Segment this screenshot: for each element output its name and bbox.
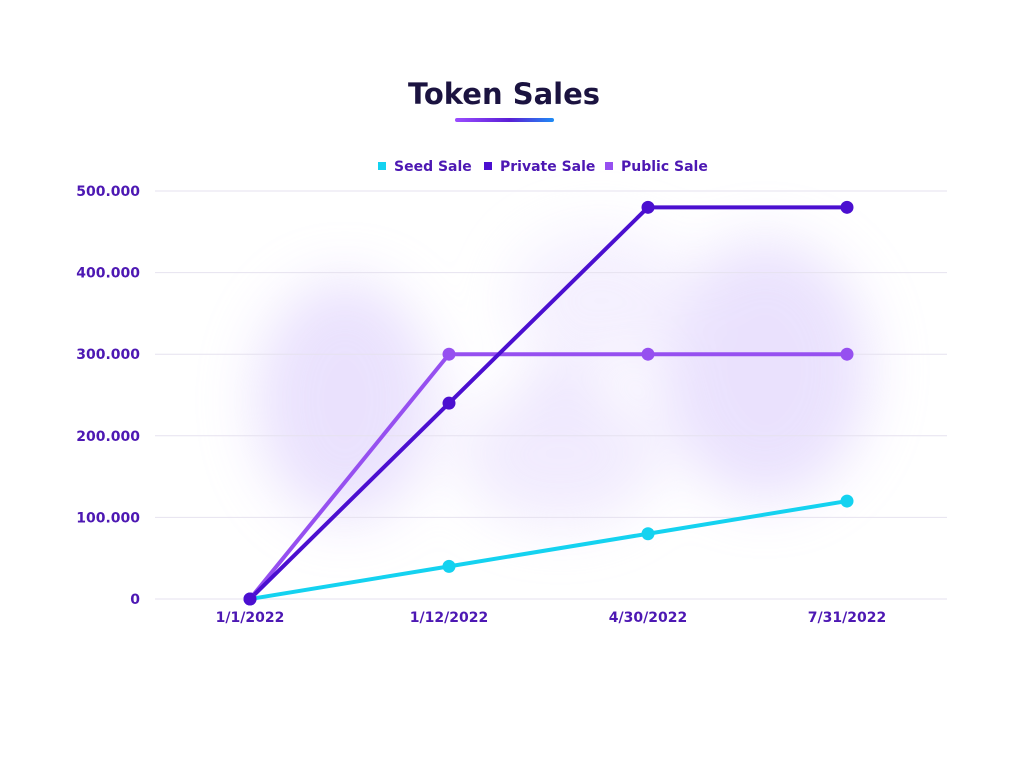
chart-legend: Seed Sale Private Sale Public Sale: [378, 159, 708, 175]
y-axis-ticks: 0 100.000 200.000 300.000 400.000 500.000: [76, 184, 140, 608]
x-tick-label: 7/31/2022: [808, 610, 886, 626]
data-point: [641, 200, 655, 214]
x-tick-label: 4/30/2022: [609, 610, 687, 626]
series-points: [243, 200, 854, 606]
x-tick-label: 1/1/2022: [216, 610, 285, 626]
data-point: [442, 396, 456, 410]
grid-lines: [155, 190, 947, 600]
y-tick-label: 100.000: [76, 510, 140, 526]
title-underline: [455, 118, 554, 122]
data-point: [840, 494, 854, 508]
series-lines: [248, 205, 849, 601]
x-tick-label: 1/12/2022: [410, 610, 488, 626]
y-tick-label: 200.000: [76, 429, 140, 445]
series-line: [248, 205, 849, 601]
data-point: [641, 527, 655, 541]
x-axis-ticks: 1/1/2022 1/12/2022 4/30/2022 7/31/2022: [216, 610, 887, 626]
data-point: [840, 200, 854, 214]
legend-swatch: [484, 162, 492, 170]
data-point: [840, 347, 854, 361]
data-point: [442, 559, 456, 573]
legend-label: Private Sale: [500, 159, 595, 175]
y-tick-label: 300.000: [76, 347, 140, 363]
legend-swatch: [378, 162, 386, 170]
data-point: [641, 347, 655, 361]
background-decoration: [255, 230, 870, 525]
data-point: [243, 592, 257, 606]
y-tick-label: 400.000: [76, 266, 140, 282]
series-line: [248, 352, 849, 601]
legend-item: Private Sale: [484, 159, 595, 175]
series-line: [248, 499, 849, 601]
legend-label: Public Sale: [621, 159, 708, 175]
chart-title: Token Sales: [408, 77, 600, 111]
y-tick-label: 500.000: [76, 184, 140, 200]
y-tick-label: 0: [130, 592, 140, 608]
legend-swatch: [605, 162, 613, 170]
legend-item: Public Sale: [605, 159, 708, 175]
data-point: [442, 347, 456, 361]
legend-label: Seed Sale: [394, 159, 472, 175]
legend-item: Seed Sale: [378, 159, 472, 175]
